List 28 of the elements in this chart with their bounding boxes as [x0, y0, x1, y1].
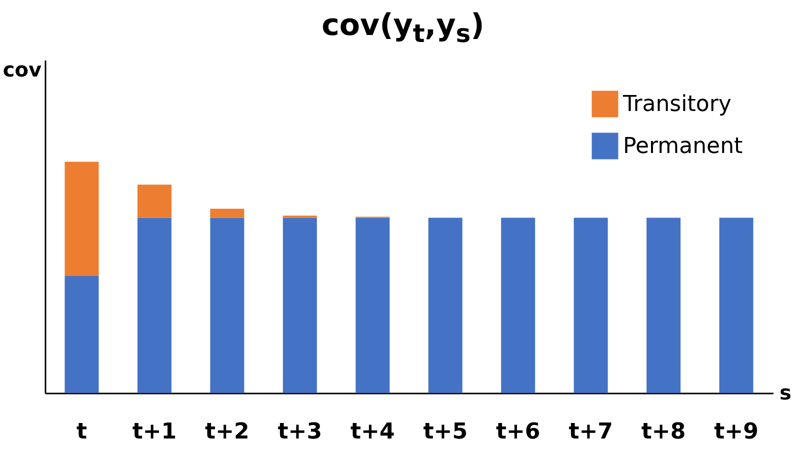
bar: [356, 218, 390, 393]
bar: [282, 218, 317, 393]
bar: [501, 218, 536, 393]
x-tick-label: t+7: [568, 420, 613, 444]
bar: [428, 218, 462, 393]
bar: [64, 276, 99, 393]
bar: [574, 218, 608, 393]
x-axis-title: s: [780, 380, 792, 404]
x-tick-label: t+8: [641, 420, 686, 444]
y-axis-title: cov: [2, 58, 42, 82]
bar: [210, 218, 244, 393]
x-tick-label: t+1: [132, 420, 177, 444]
legend-label: Transitory: [622, 92, 732, 117]
x-tick-label: t+2: [205, 420, 250, 444]
bar: [646, 218, 681, 393]
x-tick-label: t+6: [496, 420, 540, 444]
bar: [137, 218, 172, 393]
bar: [210, 208, 244, 218]
legend-label: Permanent: [623, 134, 744, 159]
bar: [64, 162, 99, 276]
x-tick-label: t: [76, 420, 88, 444]
x-tick-label: t+5: [423, 420, 468, 444]
x-tick-label: t+9: [714, 420, 758, 444]
x-tick-label: t+3: [278, 420, 322, 444]
chart-title: cov(y$_{t}$,y$_{s}$): [320, 8, 486, 48]
bar: [719, 218, 754, 393]
x-tick-label: t+4: [350, 420, 395, 444]
bar: [137, 184, 172, 218]
